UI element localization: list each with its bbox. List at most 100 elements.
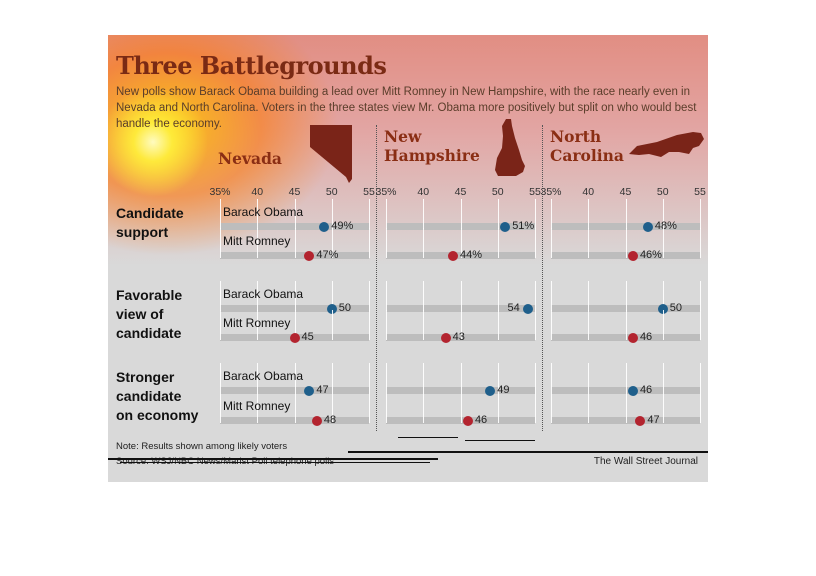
state-name-nevada: Nevada [218, 149, 282, 168]
gridline [700, 228, 701, 258]
gridline [535, 393, 536, 423]
chart-subtitle: New polls show Barack Obama building a l… [116, 86, 697, 130]
row-label: Candidate support [116, 204, 184, 242]
gridline [220, 363, 221, 393]
gridline [257, 363, 259, 393]
obama-dot [319, 221, 330, 232]
row-label-line: Candidate [116, 205, 184, 221]
gridline [220, 393, 221, 423]
gridline [588, 281, 590, 311]
row-label-line: support [116, 224, 169, 240]
x-tick-label: 55 [529, 186, 541, 198]
gridline [220, 199, 221, 229]
x-tick-label: 55 [363, 186, 375, 198]
gridline [588, 199, 590, 229]
row-label: Stronger candidate on economy [116, 368, 198, 425]
gridline [294, 281, 296, 311]
gridline [497, 363, 499, 393]
value-label: 46 [474, 413, 488, 426]
candidate-name: Barack Obama [223, 369, 304, 383]
gridline [551, 281, 552, 311]
value-label: 47 [647, 413, 660, 426]
romney-dot [627, 250, 638, 261]
gridline [294, 363, 296, 393]
new-hampshire-state-icon [495, 119, 525, 176]
gridline [625, 393, 627, 423]
x-tick-label: 45 [288, 186, 301, 198]
x-tick-label: 45 [454, 186, 467, 198]
chart-credit: The Wall Street Journal [593, 456, 698, 467]
value-label: 49 [497, 383, 510, 396]
gridline [257, 228, 259, 258]
obama-dot [485, 385, 496, 396]
value-label: 43 [452, 330, 465, 343]
gridline [331, 281, 333, 311]
x-tick-label: 50 [325, 186, 338, 198]
gridline [497, 310, 499, 340]
value-label: 49% [331, 219, 354, 232]
value-label: 50 [338, 301, 351, 314]
gridline [369, 281, 370, 311]
row-label-line: candidate [116, 388, 182, 404]
gridline [625, 199, 627, 229]
gridline [331, 228, 333, 258]
gridline [220, 228, 221, 258]
gridline [700, 363, 701, 393]
obama-dot [326, 303, 337, 314]
state-name-new-hampshire: New Hampshire [384, 127, 480, 165]
gridline [386, 199, 387, 229]
gridline [294, 310, 296, 340]
gridline [294, 199, 296, 229]
candidate-name: Barack Obama [223, 287, 304, 301]
gridline [551, 310, 552, 340]
gridline [625, 363, 627, 393]
gridline [625, 310, 627, 340]
gridline [535, 228, 536, 258]
row-label-line: on economy [116, 407, 199, 423]
gridline [662, 393, 664, 423]
obama-dot [522, 303, 533, 314]
romney-dot [627, 332, 638, 343]
gridline [588, 228, 590, 258]
x-tick-label: 55 [694, 186, 706, 198]
row-label: Favorable view of candidate [116, 286, 182, 343]
gridline [423, 310, 425, 340]
scratch-mark [465, 440, 535, 441]
gridline [497, 228, 499, 258]
gridline [369, 199, 370, 229]
gridline [625, 281, 627, 311]
gridline [423, 363, 425, 393]
state-name-north-carolina: North Carolina [550, 127, 624, 165]
gridline [535, 199, 536, 229]
gridline [386, 393, 387, 423]
gridline [257, 281, 259, 311]
gridline [257, 199, 259, 229]
panel-divider [376, 125, 377, 431]
chart-note: Note: Results shown among likely voters [116, 441, 288, 452]
gridline [423, 199, 425, 229]
panel-divider [542, 125, 543, 431]
gridline [662, 228, 664, 258]
nevada-state-icon [310, 125, 352, 183]
gridline [551, 393, 552, 423]
gridline [551, 199, 552, 229]
gridline [700, 281, 701, 311]
gridline [369, 228, 370, 258]
gridline [386, 363, 387, 393]
value-label: 54 [507, 301, 520, 314]
value-label: 50 [669, 301, 682, 314]
gridline [386, 310, 387, 340]
value-label: 46 [639, 383, 653, 396]
gridline [331, 363, 333, 393]
gridline [386, 281, 387, 311]
scratch-mark [120, 462, 430, 463]
candidate-name: Mitt Romney [223, 234, 291, 248]
romney-dot [289, 332, 300, 343]
gridline [551, 228, 552, 258]
gridline [700, 310, 701, 340]
candidate-name: Mitt Romney [223, 399, 291, 413]
candidate-name: Mitt Romney [223, 316, 291, 330]
gridline [369, 310, 370, 340]
gridline [257, 393, 259, 423]
value-label: 51% [512, 219, 535, 232]
